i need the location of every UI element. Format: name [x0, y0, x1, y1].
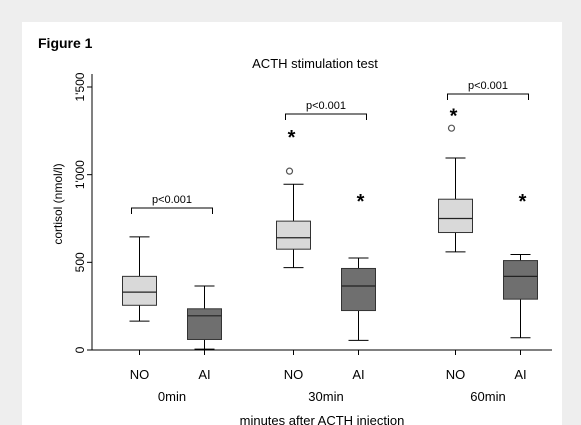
x-group-label: 30min — [308, 389, 343, 404]
x-tick-label: NO — [130, 367, 150, 382]
box-plot-chart: ACTH stimulation test 0 500 1'000 1'500 corti… — [51, 56, 552, 425]
box-no-30min — [276, 220, 311, 250]
box-ai-60min — [503, 260, 538, 300]
y-tick-label: 1'000 — [73, 160, 87, 189]
x-group-label: 0min — [158, 389, 186, 404]
figure-label: Figure 1 — [38, 35, 93, 51]
y-tick-label: 500 — [73, 252, 87, 272]
y-tick-label: 1'500 — [73, 72, 87, 101]
x-tick-label: NO — [446, 367, 466, 382]
figure-panel: Figure 1 ACTH stimulation test 0 500 1'000 1… — [22, 22, 562, 425]
x-group-label: 60min — [470, 389, 505, 404]
outlier-point — [285, 167, 294, 175]
extreme-point: * — [450, 105, 458, 127]
x-tick-label: NO — [284, 367, 304, 382]
chart-title: ACTH stimulation test — [252, 56, 378, 71]
x-tick-label: AI — [352, 367, 364, 382]
box-no-60min — [438, 198, 473, 234]
p-value-label: p<0.001 — [152, 194, 192, 206]
x-tick-label: AI — [514, 367, 526, 382]
x-axis-label: minutes after ACTH injection — [240, 413, 405, 425]
box-no-0min — [122, 275, 157, 306]
box-ai-0min — [187, 308, 222, 340]
p-value-label: p<0.001 — [306, 100, 346, 112]
box-ai-30min — [341, 267, 376, 312]
significance-bracket — [447, 93, 529, 100]
extreme-point: * — [288, 127, 296, 149]
y-axis-label: cortisol (nmol/l) — [51, 163, 65, 244]
significance-bracket — [285, 113, 367, 120]
y-tick-label: 0 — [73, 346, 87, 353]
extreme-point: * — [519, 191, 527, 213]
x-tick-label: AI — [198, 367, 210, 382]
p-value-label: p<0.001 — [468, 80, 508, 92]
extreme-point: * — [357, 191, 365, 213]
outlier-point — [447, 124, 456, 132]
significance-bracket — [131, 207, 213, 214]
